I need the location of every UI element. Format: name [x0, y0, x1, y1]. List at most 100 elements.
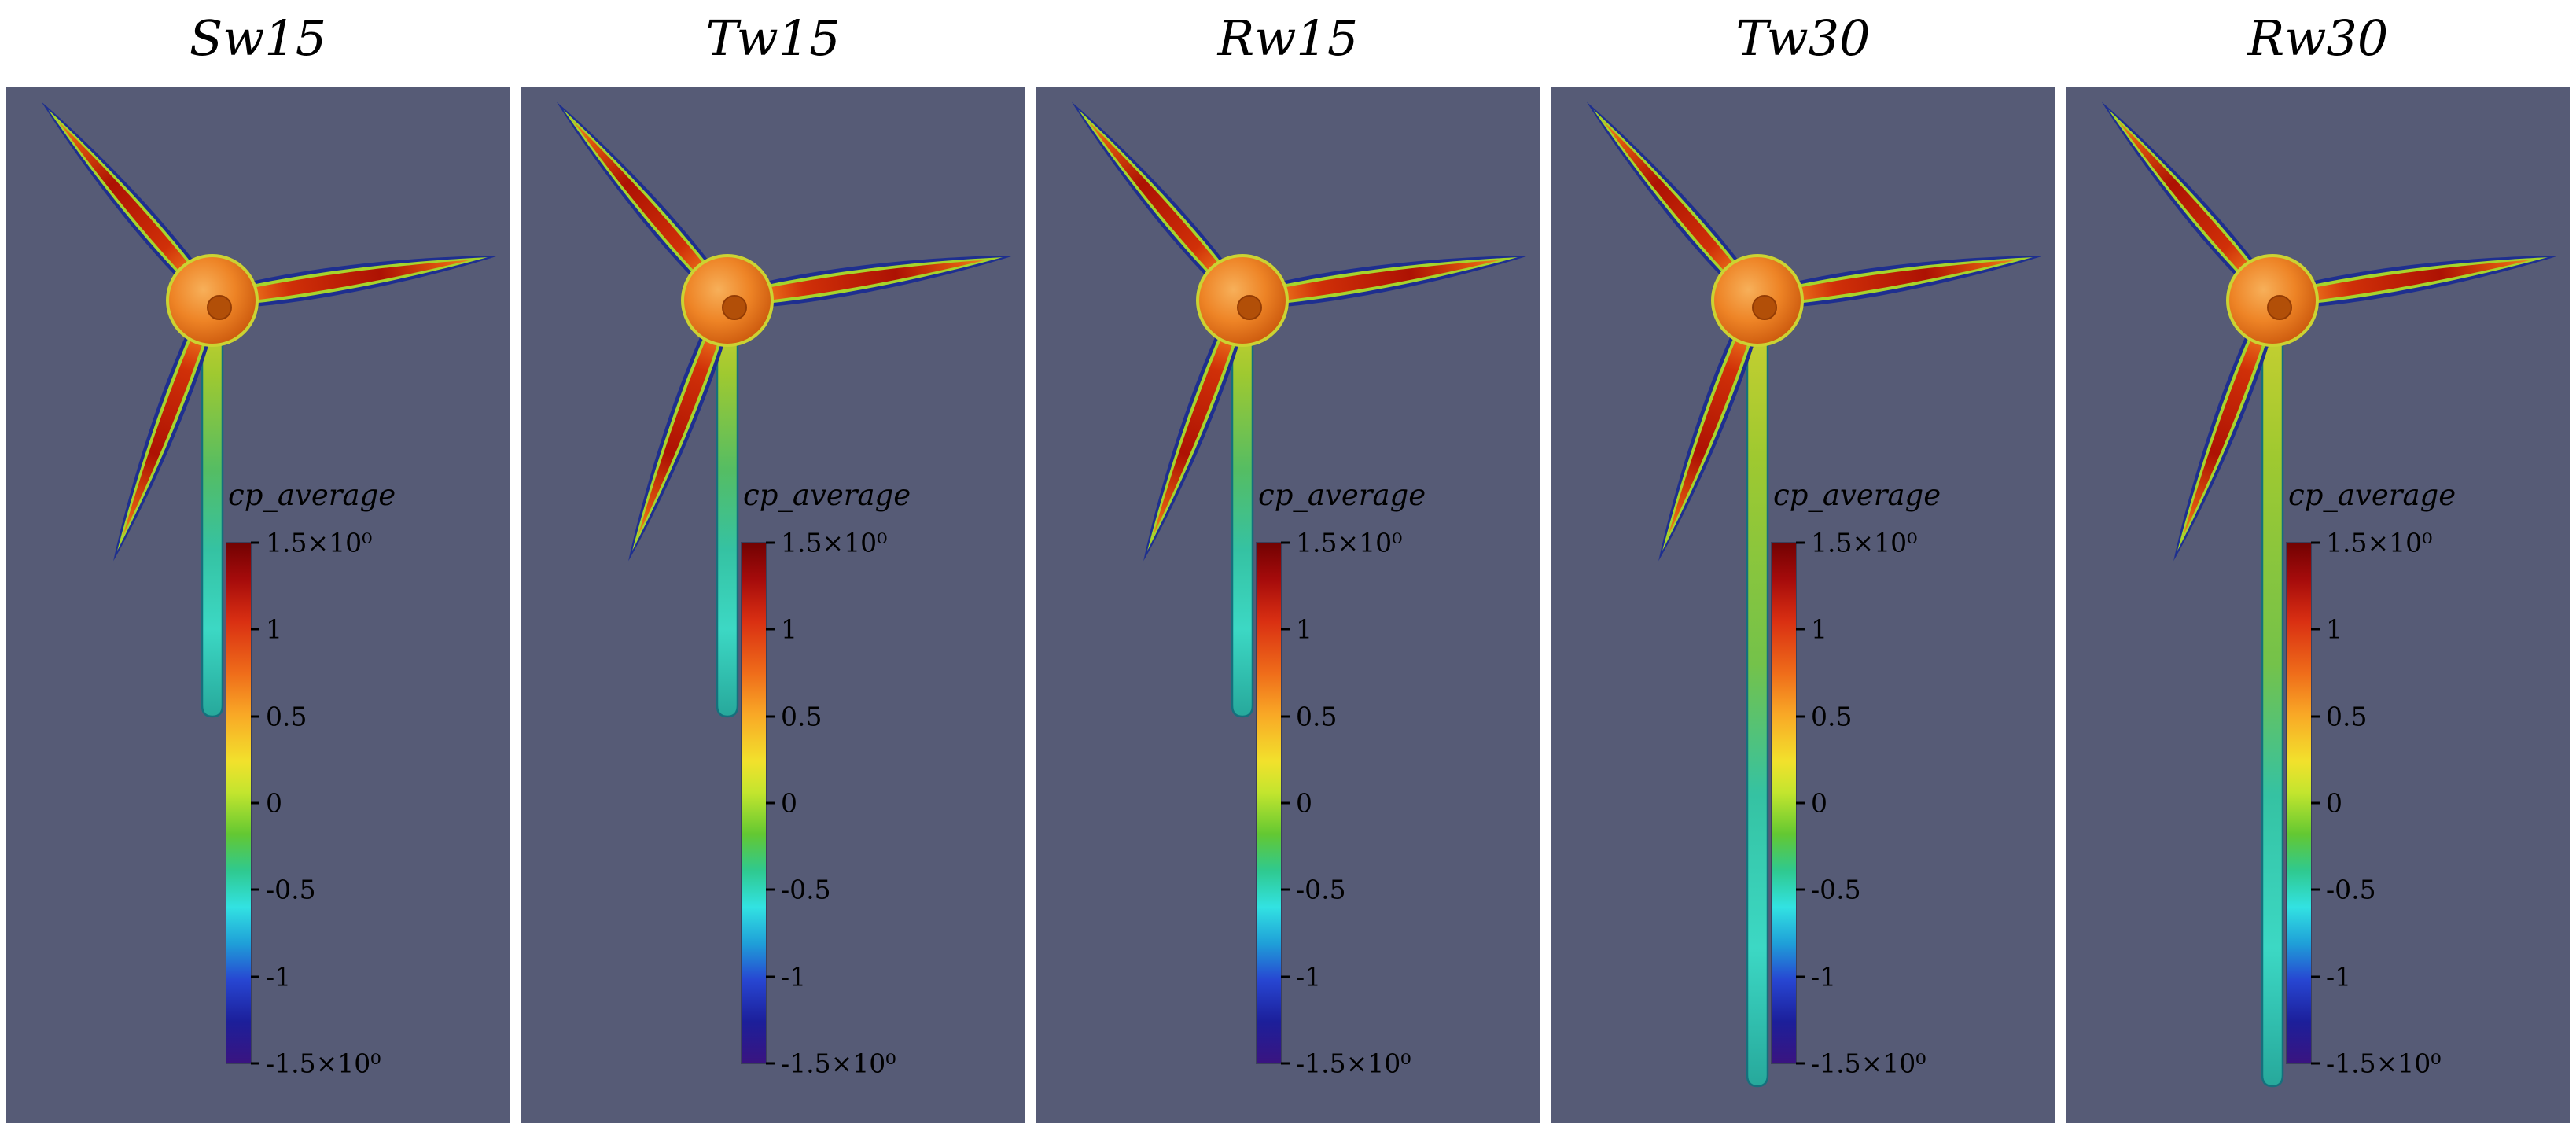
colorbar-tick	[2311, 715, 2320, 718]
colorbar-tick	[1796, 715, 1805, 718]
colorbar-tick	[766, 541, 775, 544]
colorbar-tick	[251, 801, 259, 805]
colorbar-tick	[1281, 801, 1290, 805]
colorbar-body: 1.5×10⁰ 1 0.5 0 -0.5 -1 -1.5×10⁰	[2286, 530, 2460, 1077]
colorbar-body: 1.5×10⁰ 1 0.5 0 -0.5 -1 -1.5×10⁰	[1771, 530, 1945, 1077]
colorbar-legend: cp_average 1.5×10⁰ 1 0.5 0 -0.5 -1	[741, 478, 914, 1077]
colorbar-legend: cp_average 1.5×10⁰ 1 0.5 0 -0.5 -1	[2286, 478, 2460, 1077]
colorbar-label-max: 1.5×10⁰	[266, 527, 373, 558]
colorbar-label: 0.5	[781, 701, 822, 732]
colorbar-tick	[1796, 1062, 1805, 1065]
colorbar-label: -1	[2326, 961, 2352, 993]
render-viewport: cp_average 1.5×10⁰ 1 0.5 0 -0.5 -1	[1551, 87, 2055, 1123]
colorbar-title: cp_average	[1258, 478, 1426, 512]
colorbar-label-min: -1.5×10⁰	[266, 1048, 381, 1079]
colorbar-label-min: -1.5×10⁰	[1811, 1048, 1926, 1079]
colorbar-tick	[2311, 1062, 2320, 1065]
panel-title: Rw15	[1217, 9, 1359, 67]
colorbar-label: -0.5	[2326, 874, 2376, 905]
colorbar-gradient	[1771, 542, 1797, 1064]
colorbar-tick	[251, 628, 259, 631]
colorbar-tick	[2311, 628, 2320, 631]
colorbar-tick	[251, 1062, 259, 1065]
panel-title: Tw15	[705, 9, 841, 67]
colorbar-tick	[2311, 975, 2320, 978]
colorbar-gradient	[2286, 542, 2312, 1064]
panel-rw15: Rw15 cp_average 1.5×10⁰ 1	[1036, 13, 1540, 1123]
colorbar-legend: cp_average 1.5×10⁰ 1 0.5 0 -0.5 -1	[1256, 478, 1430, 1077]
colorbar-tick	[251, 975, 259, 978]
colorbar-label: 0	[1296, 787, 1312, 819]
render-viewport: cp_average 1.5×10⁰ 1 0.5 0 -0.5 -1	[2066, 87, 2570, 1123]
colorbar-label: 1	[1296, 613, 1312, 645]
colorbar-gradient	[226, 542, 252, 1064]
colorbar-tick	[766, 628, 775, 631]
colorbar-tick	[2311, 888, 2320, 891]
colorbar-title: cp_average	[743, 478, 911, 512]
panel-tw15: Tw15 cp_average 1.5×10⁰ 1	[521, 13, 1025, 1123]
colorbar-tick	[1796, 628, 1805, 631]
colorbar-legend: cp_average 1.5×10⁰ 1 0.5 0 -0.5 -1	[226, 480, 399, 1077]
panel-rw30: Rw30 cp_average 1.5×10⁰ 1	[2066, 13, 2570, 1123]
colorbar-tick	[766, 888, 775, 891]
colorbar-tick	[1281, 628, 1290, 631]
colorbar-gradient	[741, 542, 767, 1064]
colorbar-label-min: -1.5×10⁰	[1296, 1048, 1411, 1079]
colorbar-label: 0	[781, 787, 797, 819]
colorbar-body: 1.5×10⁰ 1 0.5 0 -0.5 -1 -1.5×10⁰	[1256, 530, 1430, 1077]
colorbar-label: -1	[781, 961, 807, 993]
colorbar-label: -0.5	[1811, 874, 1861, 905]
colorbar-tick	[1796, 888, 1805, 891]
render-viewport: cp_average 1.5×10⁰ 1 0.5 0 -0.5 -1	[6, 87, 510, 1123]
colorbar-label: 0.5	[266, 701, 307, 732]
colorbar-label: -1	[266, 961, 292, 993]
colorbar-body: 1.5×10⁰ 1 0.5 0 -0.5 -1 -1.5×10⁰	[226, 530, 399, 1077]
colorbar-label-min: -1.5×10⁰	[781, 1048, 896, 1079]
colorbar-label: 1	[781, 613, 797, 645]
panel-sw15: Sw15 cp_average 1.5×10⁰ 1	[6, 13, 510, 1123]
colorbar-tick	[251, 715, 259, 718]
colorbar-body: 1.5×10⁰ 1 0.5 0 -0.5 -1 -1.5×10⁰	[741, 530, 914, 1077]
colorbar-tick	[2311, 801, 2320, 805]
colorbar-tick	[1281, 541, 1290, 544]
colorbar-label: -1	[1811, 961, 1837, 993]
colorbar-title: cp_average	[2288, 478, 2456, 512]
panel-title: Rw30	[2247, 9, 2389, 67]
colorbar-tick	[766, 715, 775, 718]
colorbar-label-max: 1.5×10⁰	[781, 527, 888, 558]
colorbar-label-max: 1.5×10⁰	[2326, 527, 2433, 558]
colorbar-title: cp_average	[1773, 478, 1941, 512]
colorbar-tick	[766, 801, 775, 805]
colorbar-label: 0.5	[1296, 701, 1338, 732]
panel-title: Sw15	[189, 9, 327, 67]
colorbar-tick	[766, 975, 775, 978]
colorbar-label: 0	[1811, 787, 1827, 819]
colorbar-label-min: -1.5×10⁰	[2326, 1048, 2442, 1079]
colorbar-label: -1	[1296, 961, 1322, 993]
colorbar-label-max: 1.5×10⁰	[1296, 527, 1403, 558]
colorbar-label: 0.5	[2326, 701, 2368, 732]
colorbar-tick	[1796, 541, 1805, 544]
colorbar-tick	[2311, 541, 2320, 544]
panel-tw30: Tw30 cp_average 1.5×10⁰ 1	[1551, 13, 2055, 1123]
colorbar-label: 1	[2326, 613, 2342, 645]
colorbar-label: 0.5	[1811, 701, 1853, 732]
colorbar-tick	[1281, 1062, 1290, 1065]
render-viewport: cp_average 1.5×10⁰ 1 0.5 0 -0.5 -1	[1036, 87, 1540, 1123]
colorbar-label-max: 1.5×10⁰	[1811, 527, 1918, 558]
render-viewport: cp_average 1.5×10⁰ 1 0.5 0 -0.5 -1	[521, 87, 1025, 1123]
colorbar-tick	[251, 888, 259, 891]
colorbar-label: 1	[266, 613, 282, 645]
colorbar-tick	[251, 541, 259, 544]
panel-title: Tw30	[1735, 9, 1871, 67]
colorbar-tick	[1281, 715, 1290, 718]
colorbar-label: -0.5	[266, 874, 316, 905]
colorbar-gradient	[1256, 542, 1282, 1064]
colorbar-tick	[766, 1062, 775, 1065]
colorbar-label: 0	[266, 787, 282, 819]
colorbar-tick	[1281, 888, 1290, 891]
colorbar-tick	[1281, 975, 1290, 978]
colorbar-label: 0	[2326, 787, 2342, 819]
colorbar-legend: cp_average 1.5×10⁰ 1 0.5 0 -0.5 -1	[1771, 478, 1945, 1077]
